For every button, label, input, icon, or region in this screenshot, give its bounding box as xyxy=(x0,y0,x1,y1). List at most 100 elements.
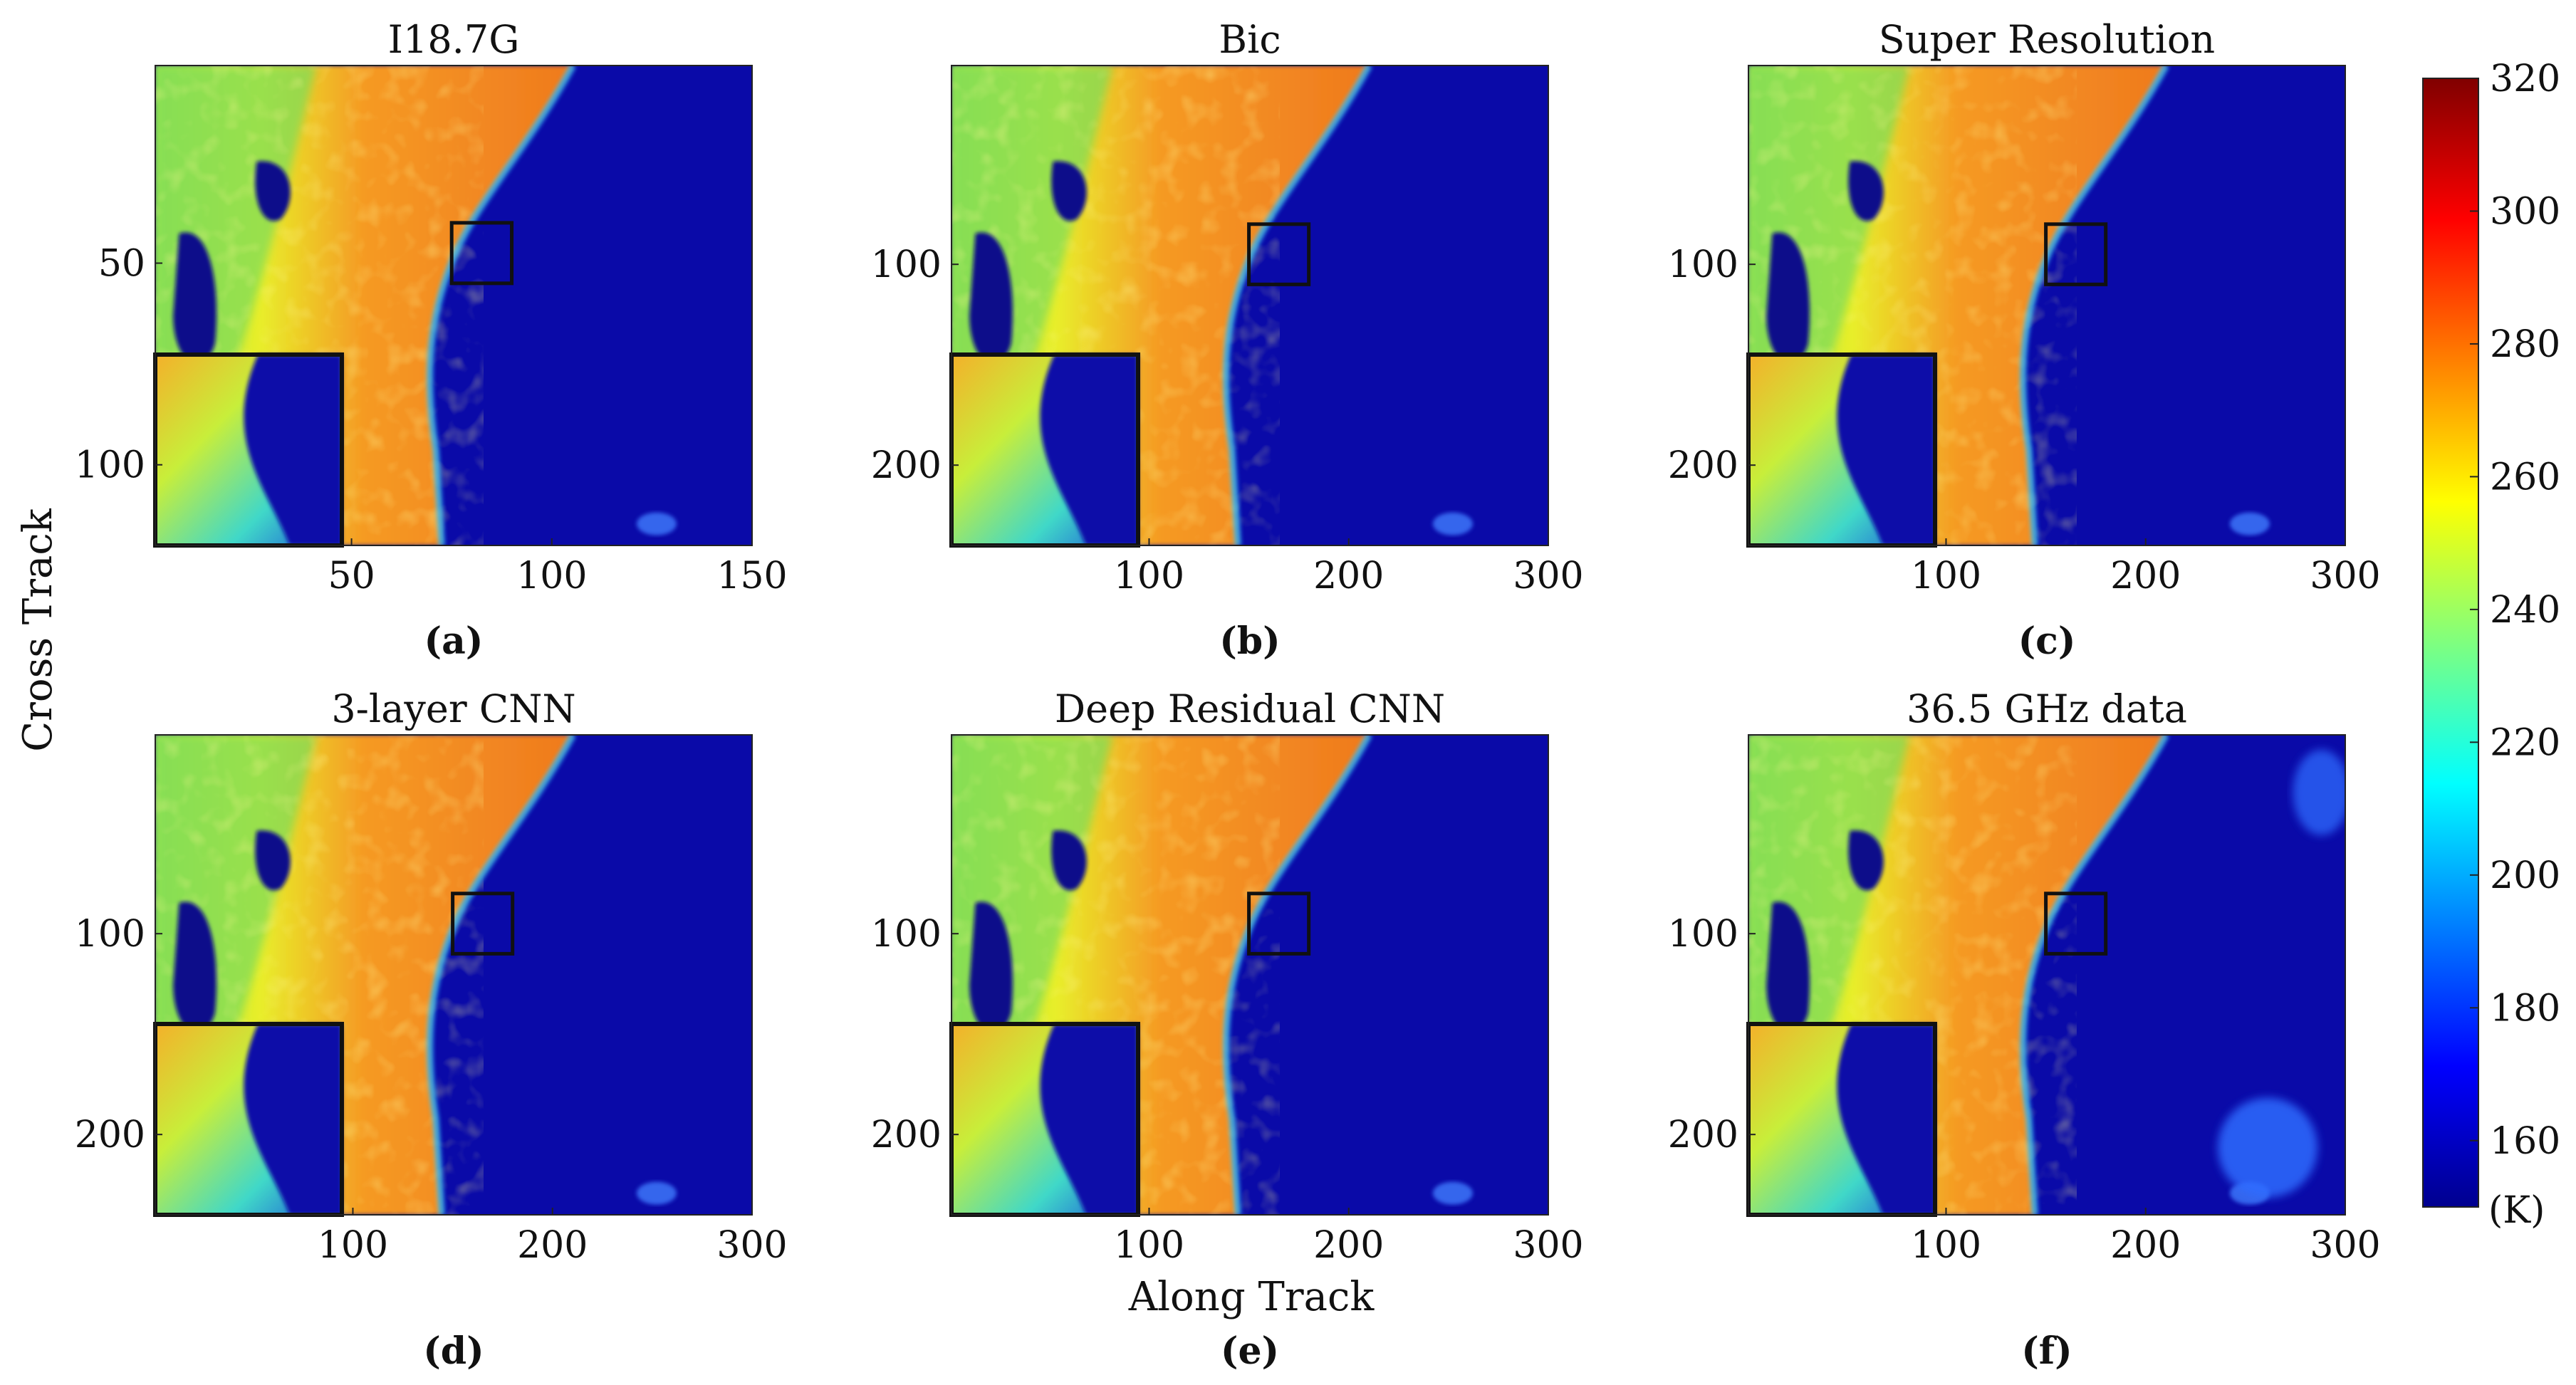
lake-north xyxy=(1848,830,1884,891)
x-tick-label: 200 xyxy=(2110,1224,2181,1267)
y-tick-label: 100 xyxy=(75,444,145,487)
panel-title: 3-layer CNN xyxy=(331,686,575,731)
x-tick-label: 100 xyxy=(1911,1224,1981,1267)
colorbar-tick-label: 240 xyxy=(2490,589,2560,632)
zoom-inset-ocean xyxy=(1040,1024,1138,1215)
panel-title: Deep Residual CNN xyxy=(1055,686,1445,731)
panel-c: 100 200 300 100 200 Super Resolution (c) xyxy=(1668,17,2381,663)
heatmap-image xyxy=(951,735,1548,1215)
colorbar-gradient xyxy=(2423,78,2478,1207)
panels: 50 100 150 50 100 I18.7G (a) 100 200 300 100 200 Bic… xyxy=(75,17,2381,1373)
colorbar-tick-label: 300 xyxy=(2490,190,2560,233)
x-tick-label: 300 xyxy=(716,1224,787,1267)
cloud-patch xyxy=(2229,512,2270,535)
cloud-patch xyxy=(1432,512,1473,535)
y-tick-label: 50 xyxy=(98,243,145,286)
colorbar-tick-label: 280 xyxy=(2490,323,2560,366)
heatmap-image xyxy=(951,66,1548,545)
y-tick-label: 100 xyxy=(871,244,942,286)
heatmap-image xyxy=(155,66,752,545)
x-tick-label: 100 xyxy=(516,555,587,597)
panel-title: Super Resolution xyxy=(1879,17,2215,62)
colorbar-unit: (K) xyxy=(2488,1189,2545,1232)
heatmap-image xyxy=(1748,735,2345,1215)
zoom-box xyxy=(1247,892,1311,956)
zoom-inset-ocean xyxy=(244,1024,342,1215)
cloud-patch xyxy=(636,512,677,535)
cloud-patch xyxy=(1432,1181,1473,1205)
lake-north xyxy=(1848,161,1884,221)
x-tick-label: 300 xyxy=(1513,1224,1583,1267)
panel-title: Bic xyxy=(1219,17,1281,62)
zoom-inset-ocean xyxy=(1837,1024,1935,1215)
panel-b: 100 200 300 100 200 Bic (b) xyxy=(871,17,1584,663)
panel-e: 100 200 300 100 200 Deep Residual CNN (e) xyxy=(871,686,1584,1373)
colorbar-tick-label: 320 xyxy=(2490,58,2560,100)
x-tick-label: 300 xyxy=(2310,555,2380,597)
panel-label: (f) xyxy=(2021,1329,2072,1373)
x-tick-label: 300 xyxy=(2310,1224,2380,1267)
axes-frame xyxy=(951,734,1549,1216)
axes-frame xyxy=(1748,65,2346,546)
heatmap-image xyxy=(1748,66,2345,545)
axes-frame xyxy=(155,65,753,546)
y-tick-label: 200 xyxy=(871,1114,942,1156)
y-tick-label: 200 xyxy=(75,1114,145,1156)
zoom-box xyxy=(451,892,515,956)
x-tick-label: 300 xyxy=(1513,555,1583,597)
x-tick-label: 200 xyxy=(1313,555,1384,597)
zoom-inset-ocean xyxy=(1837,355,1935,545)
axes-frame xyxy=(155,734,753,1216)
coastline xyxy=(426,66,576,545)
y-axis-label: Cross Track xyxy=(15,508,61,751)
panel-title: I18.7G xyxy=(388,17,520,62)
cloud-patch xyxy=(636,1181,677,1205)
y-tick-label: 100 xyxy=(1668,244,1738,286)
panel-label: (c) xyxy=(2018,620,2076,663)
x-tick-label: 200 xyxy=(517,1224,588,1267)
lake-west xyxy=(969,232,1013,365)
x-tick-label: 200 xyxy=(1313,1224,1384,1267)
y-tick-label: 100 xyxy=(871,913,942,956)
lake-west xyxy=(1766,232,1810,365)
x-tick-label: 150 xyxy=(716,555,787,597)
x-tick-label: 50 xyxy=(328,555,375,597)
x-tick-label: 100 xyxy=(1114,555,1184,597)
x-tick-label: 100 xyxy=(1114,1224,1184,1267)
y-tick-label: 200 xyxy=(1668,1114,1738,1156)
y-tick-label: 200 xyxy=(1668,444,1738,487)
lake-west xyxy=(1766,901,1810,1034)
cloud-patch-large xyxy=(2218,1097,2318,1198)
colorbar: 160 180 200 220 240 260 280 300 320 (K) xyxy=(2422,58,2560,1232)
colorbar-tick-label: 260 xyxy=(2490,456,2560,498)
panel-label: (b) xyxy=(1219,620,1281,663)
lake-west xyxy=(969,901,1013,1034)
panel-label: (d) xyxy=(423,1329,484,1373)
zoom-box xyxy=(2044,222,2108,286)
y-tick-label: 200 xyxy=(871,444,942,487)
panel-a: 50 100 150 50 100 I18.7G (a) xyxy=(75,17,788,663)
x-tick-label: 200 xyxy=(2110,555,2181,597)
heatmap-image xyxy=(155,735,752,1215)
cloud-patch-top xyxy=(2293,749,2345,835)
y-tick-label: 100 xyxy=(1668,913,1738,956)
colorbar-frame xyxy=(2422,78,2479,1208)
lake-west xyxy=(173,232,217,365)
x-tick-label: 100 xyxy=(1911,555,1981,597)
colorbar-tick-label: 160 xyxy=(2490,1120,2560,1163)
zoom-box xyxy=(1247,222,1311,286)
x-tick-label: 100 xyxy=(318,1224,388,1267)
colorbar-tick-label: 220 xyxy=(2490,721,2560,764)
zoom-inset-ocean xyxy=(244,355,342,545)
lake-west xyxy=(173,901,217,1034)
panel-d: 100 200 300 100 200 3-layer CNN (d) xyxy=(75,686,788,1373)
lake-north xyxy=(255,830,291,891)
panel-label: (e) xyxy=(1221,1329,1279,1373)
panel-f: 100 200 300 100 200 36.5 GHz data (f) xyxy=(1668,686,2381,1373)
x-axis-label: Along Track xyxy=(1128,1274,1375,1320)
lake-north xyxy=(1051,830,1087,891)
colorbar-tick-label: 200 xyxy=(2490,854,2560,897)
panel-label: (a) xyxy=(424,620,484,663)
lake-north xyxy=(255,161,291,221)
zoom-box xyxy=(2044,892,2108,956)
